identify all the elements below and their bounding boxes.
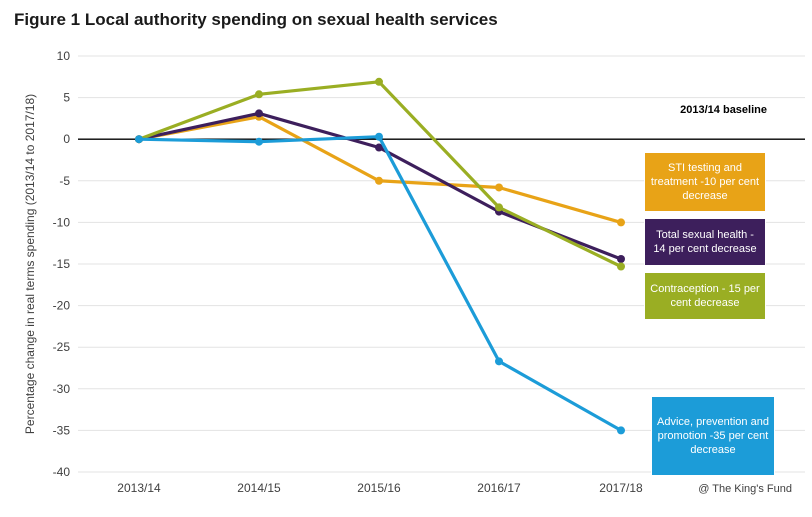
x-tick-label: 2015/16 bbox=[357, 481, 401, 495]
y-tick-label: -5 bbox=[59, 174, 70, 188]
data-point bbox=[375, 77, 383, 86]
data-point bbox=[135, 135, 143, 144]
y-tick-label: 5 bbox=[63, 91, 70, 105]
baseline-label: 2013/14 baseline bbox=[680, 104, 767, 116]
legend-item: Advice, prevention and promotion -35 per… bbox=[651, 396, 775, 476]
y-axis-label: Percentage change in real terms spending… bbox=[23, 94, 37, 434]
series-1 bbox=[135, 112, 625, 227]
series-line bbox=[137, 80, 623, 269]
data-point bbox=[495, 203, 503, 212]
series-4 bbox=[135, 132, 625, 435]
data-point bbox=[617, 218, 625, 227]
series bbox=[135, 77, 625, 435]
data-point bbox=[617, 262, 625, 271]
y-tick-label: -15 bbox=[53, 257, 71, 271]
data-point bbox=[375, 143, 383, 152]
data-point bbox=[617, 426, 625, 435]
y-tick-label: -40 bbox=[53, 465, 71, 479]
data-point bbox=[255, 137, 263, 146]
data-point bbox=[617, 255, 625, 264]
series-2 bbox=[135, 109, 625, 264]
y-tick-label: -35 bbox=[53, 423, 71, 437]
data-point bbox=[495, 357, 503, 366]
chart-title: Figure 1 Local authority spending on sex… bbox=[14, 10, 498, 29]
y-tick-label: -30 bbox=[53, 382, 71, 396]
x-tick-label: 2016/17 bbox=[477, 481, 521, 495]
y-axis-ticks: 10 5 0 -5 -10 -15 -20 -25 -30 -35 -40 bbox=[53, 49, 71, 479]
series-line bbox=[137, 115, 623, 224]
x-tick-label: 2014/15 bbox=[237, 481, 281, 495]
data-point bbox=[255, 109, 263, 118]
data-point bbox=[375, 132, 383, 141]
series-3 bbox=[135, 77, 625, 271]
data-point bbox=[255, 90, 263, 99]
source-credit: @ The King's Fund bbox=[698, 483, 792, 495]
y-tick-label: 10 bbox=[57, 49, 71, 63]
data-point bbox=[495, 183, 503, 192]
x-tick-label: 2017/18 bbox=[599, 481, 643, 495]
legend-item: Total sexual health - 14 per cent decrea… bbox=[644, 218, 766, 266]
x-axis-ticks: 2013/14 2014/15 2015/16 2016/17 2017/18 bbox=[117, 481, 643, 495]
y-tick-label: -20 bbox=[53, 299, 71, 313]
y-tick-label: -10 bbox=[53, 215, 71, 229]
x-tick-label: 2013/14 bbox=[117, 481, 161, 495]
y-tick-label: 0 bbox=[63, 132, 70, 146]
legend-item: STI testing and treatment -10 per cent d… bbox=[644, 152, 766, 212]
y-tick-label: -25 bbox=[53, 340, 71, 354]
data-point bbox=[375, 176, 383, 185]
legend-item: Contraception - 15 per cent decrease bbox=[644, 272, 766, 320]
